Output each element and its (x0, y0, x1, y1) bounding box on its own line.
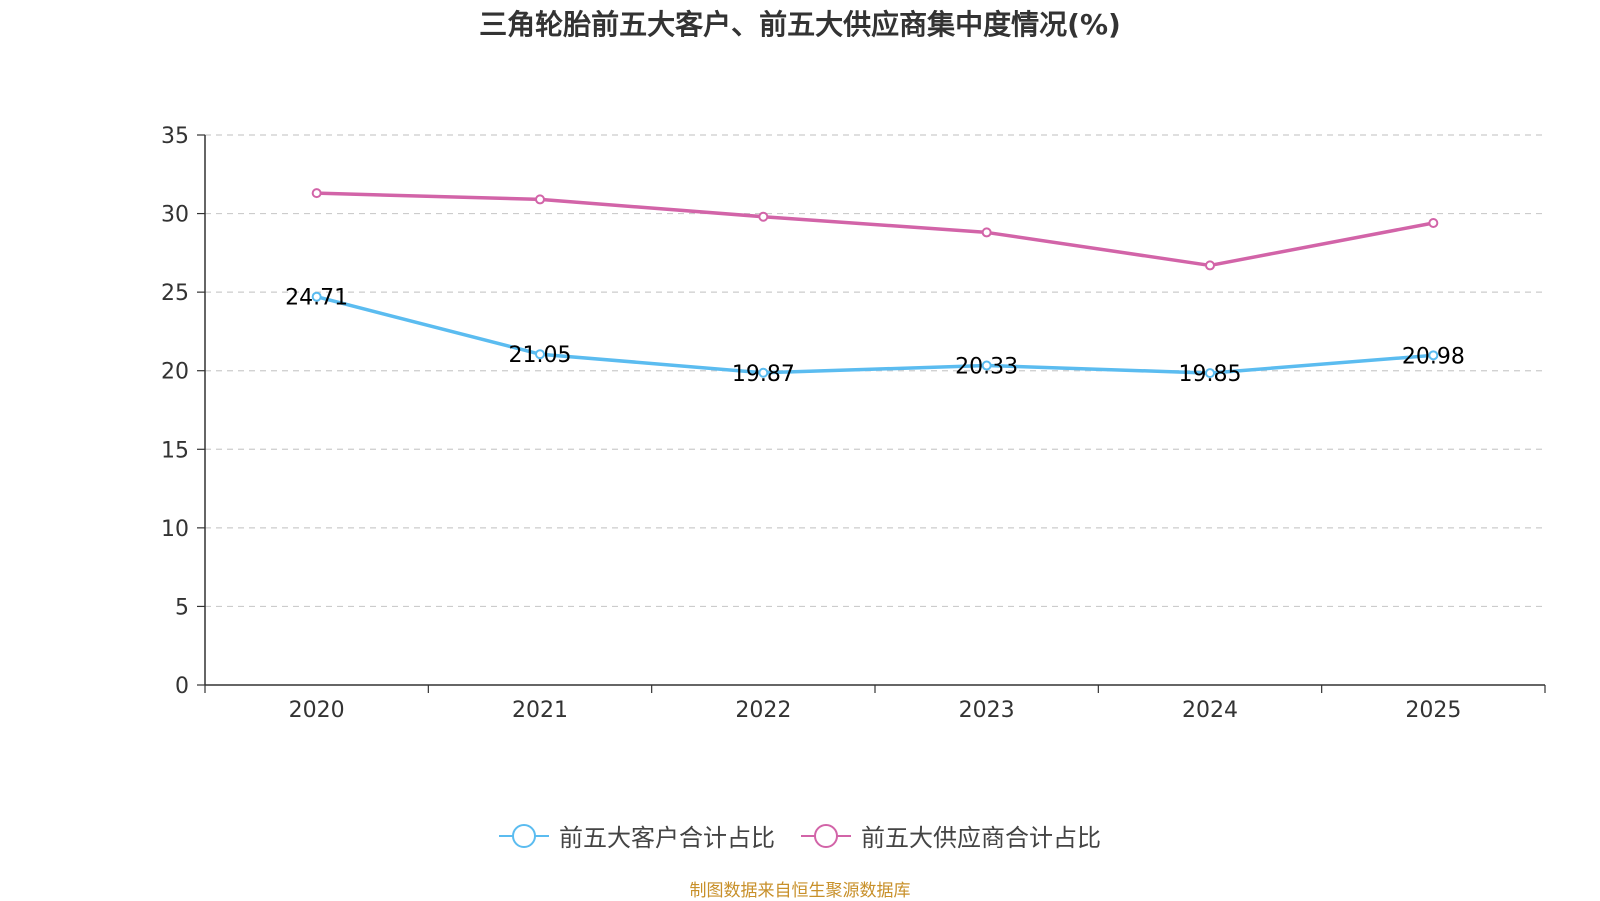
legend-label-suppliers: 前五大供应商合计占比 (861, 824, 1101, 852)
data-point-1-2024 (1205, 260, 1215, 271)
series-group (311, 188, 1439, 379)
data-point-1-2023 (981, 227, 992, 238)
legend-marker-suppliers-icon (801, 823, 851, 848)
x-tick-label-2022: 2022 (735, 698, 791, 723)
data-point-1-2025 (1428, 218, 1439, 228)
data-point-0-2020 (311, 291, 322, 302)
series-line-0 (316, 295, 1434, 375)
y-axis-ticks: 0 5 10 15 20 25 30 35 (161, 124, 205, 699)
x-tick-label-2021: 2021 (512, 698, 568, 723)
data-point-1-2022 (758, 211, 769, 222)
y-tick-label-30: 30 (161, 203, 189, 228)
y-tick-label-10: 10 (161, 517, 189, 542)
gridlines (205, 134, 1545, 608)
x-tick-label-2024: 2024 (1182, 698, 1238, 723)
data-label-0-2022: 19.87 (732, 362, 795, 387)
data-point-1-2021 (535, 194, 545, 205)
y-tick-label-35: 35 (161, 124, 189, 149)
legend-item-customers[interactable]: 前五大客户合计占比 (499, 818, 775, 853)
y-tick-label-15: 15 (161, 438, 189, 463)
y-tick-label-0: 0 (175, 674, 189, 699)
data-point-0-2023 (981, 360, 992, 371)
data-label-0-2020: 24.71 (285, 286, 348, 311)
data-point-0-2024 (1205, 368, 1215, 379)
data-point-1-2020 (311, 188, 322, 199)
data-label-0-2021: 21.05 (509, 343, 572, 368)
chart-title: 三角轮胎前五大客户、前五大供应商集中度情况(%) (479, 8, 1121, 41)
data-label-0-2024: 19.85 (1179, 362, 1242, 387)
data-label-0-2025: 20.98 (1402, 344, 1465, 369)
legend: 前五大客户合计占比 前五大供应商合计占比 (0, 818, 1600, 853)
data-labels: 24.71 21.05 19.87 20.33 19.85 20.98 (285, 286, 1465, 387)
x-tick-label-2020: 2020 (289, 698, 345, 723)
x-axis-ticks: 2020 2021 2022 2023 2024 2025 (204, 685, 1546, 723)
data-label-0-2023: 20.33 (955, 355, 1018, 380)
axes (204, 135, 1545, 686)
legend-marker-customers-icon (499, 823, 549, 848)
data-point-0-2022 (758, 367, 769, 378)
source-note: 制图数据来自恒生聚源数据库 (689, 881, 911, 901)
y-tick-label-25: 25 (161, 281, 189, 306)
data-point-0-2021 (535, 349, 545, 360)
legend-label-customers: 前五大客户合计占比 (559, 824, 775, 852)
data-point-0-2025 (1428, 350, 1439, 361)
y-tick-label-20: 20 (161, 360, 189, 385)
series-line-1 (316, 191, 1434, 268)
x-tick-label-2023: 2023 (959, 698, 1015, 723)
y-tick-label-5: 5 (175, 595, 189, 620)
x-tick-label-2025: 2025 (1405, 698, 1461, 723)
legend-item-suppliers[interactable]: 前五大供应商合计占比 (801, 818, 1101, 853)
